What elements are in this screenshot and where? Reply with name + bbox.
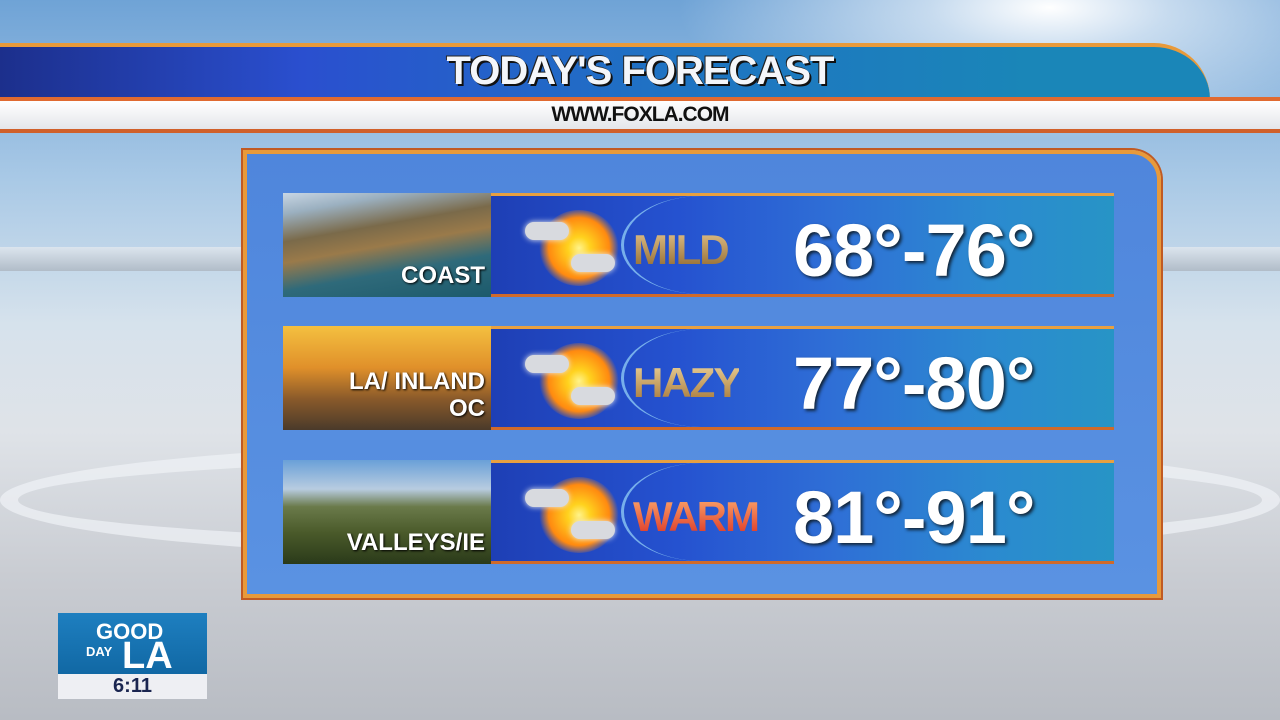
forecast-band: MILD 68°-76° <box>491 193 1114 297</box>
region-label: COAST <box>401 262 485 289</box>
good-day-la-logo: GOOD DAY LA 6:11 <box>58 613 207 699</box>
region-label: VALLEYS/IE <box>346 529 485 556</box>
logo-day: DAY <box>86 644 113 659</box>
logo-la: LA <box>122 635 173 677</box>
forecast-row-coast: COAST MILD 68°-76° <box>283 193 1114 297</box>
cloud-icon <box>525 489 569 507</box>
forecast-row-valleys-ie: VALLEYS/IE WARM 81°-91° <box>283 460 1114 564</box>
cloud-icon <box>571 254 615 272</box>
temperature-range: 77°-80° <box>793 342 1035 425</box>
condition-label: WARM <box>633 493 760 540</box>
logo-mark: GOOD DAY LA <box>58 613 207 677</box>
decorative-arc <box>621 463 781 561</box>
condition-label: MILD <box>633 226 730 273</box>
condition-label: HAZY <box>633 359 741 406</box>
cloud-icon <box>525 355 569 373</box>
url-banner <box>0 97 1280 133</box>
title-banner <box>0 43 1210 99</box>
page-title: TODAY'S FORECAST <box>446 49 835 93</box>
website-url: WWW.FOXLA.COM <box>551 103 729 126</box>
cloud-icon <box>525 222 569 240</box>
region-label: LA/ INLAND OC <box>349 368 485 422</box>
forecast-band: WARM 81°-91° <box>491 460 1114 564</box>
temperature-range: 68°-76° <box>793 209 1035 292</box>
cloud-icon <box>571 521 615 539</box>
clock-time: 6:11 <box>58 674 207 699</box>
decorative-arc <box>621 196 781 294</box>
decorative-arc <box>621 329 781 427</box>
la-skyline-photo: LA/ INLAND OC <box>283 326 491 430</box>
valleys-photo: VALLEYS/IE <box>283 460 491 564</box>
cloud-icon <box>571 387 615 405</box>
temperature-range: 81°-91° <box>793 476 1035 559</box>
forecast-row-la-inland-oc: LA/ INLAND OC HAZY 77°-80° <box>283 326 1114 430</box>
logo-good: GOOD <box>96 619 164 644</box>
forecast-band: HAZY 77°-80° <box>491 326 1114 430</box>
coast-photo: COAST <box>283 193 491 297</box>
